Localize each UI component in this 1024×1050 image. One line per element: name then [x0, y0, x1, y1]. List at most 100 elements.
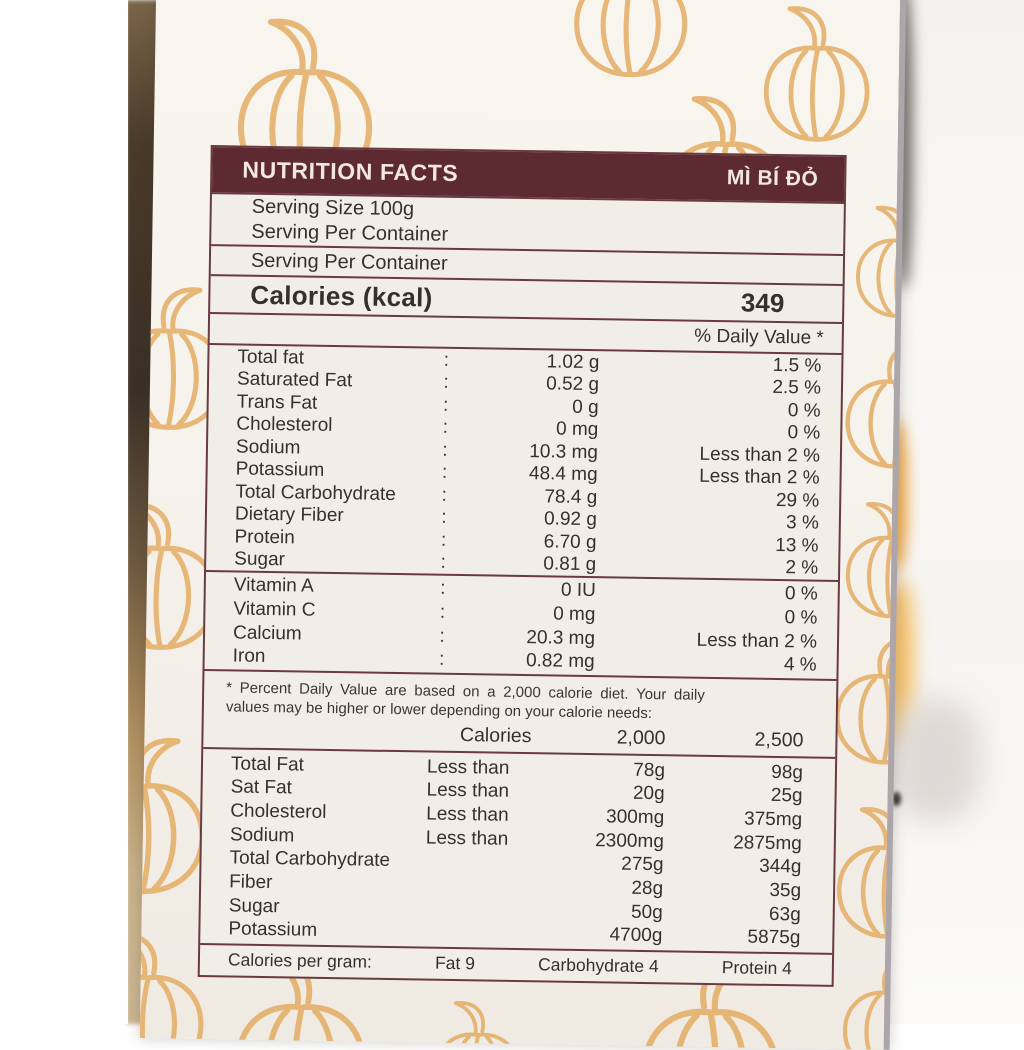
colon: : [440, 529, 447, 551]
panel-title: NUTRITION FACTS [242, 156, 459, 186]
pumpkin-icon [746, 0, 888, 154]
reference-name: Total Carbohydrate [229, 847, 391, 872]
nutrient-daily-value: 0 % [787, 399, 821, 422]
colon: : [442, 416, 449, 439]
footnote-section: * Percent Daily Value are based on a 2,0… [203, 668, 837, 758]
nutrient-amount: 10.3 mg [529, 440, 599, 463]
reference-name: Sodium [229, 824, 295, 847]
nutrient-daily-value: Less than 2 % [699, 466, 820, 489]
reference-qualifier [424, 932, 544, 934]
nutrient-amount: 0.92 g [543, 508, 598, 531]
nutrient-daily-value: 1.5 % [772, 354, 822, 377]
reference-name: Cholesterol [230, 800, 327, 823]
nutrient-name: Sugar [234, 548, 286, 571]
colon: : [441, 506, 447, 529]
calories-per-gram-protein: Protein 4 [721, 957, 793, 979]
nutrient-daily-value: 29 % [775, 489, 820, 512]
colon: : [438, 649, 445, 671]
nutrient-name: Total Carbohydrate [235, 481, 396, 505]
colon: : [441, 484, 448, 506]
reference-table: Total Fat Less than 78g 98g Sat Fat Less… [200, 747, 836, 953]
reference-value-2000: 4700g [609, 924, 663, 947]
vitamin-amount: 0.82 mg [525, 650, 595, 673]
reference-qualifier: Less than [426, 756, 510, 779]
colon: : [443, 371, 449, 394]
product-box: NUTRITION FACTS MÌ BÍ ĐỎ Serving Size 10… [139, 0, 907, 1050]
calories-value: 349 [740, 287, 785, 319]
background-left-margin [0, 0, 128, 1024]
reference-value-2500: 344g [759, 856, 802, 878]
background-speck [892, 792, 901, 806]
vitamin-name: Iron [232, 645, 266, 668]
nutrient-name: Cholesterol [236, 413, 333, 437]
reference-name: Potassium [228, 918, 318, 942]
nutrient-daily-value: Less than 2 % [699, 443, 821, 467]
nutrient-name: Potassium [235, 458, 325, 482]
vitamin-daily-value: 0 % [784, 607, 818, 629]
nutrient-name: Dietary Fiber [234, 503, 344, 527]
reference-calories-label: Calories [459, 723, 532, 747]
colon: : [440, 551, 447, 574]
nutrient-name: Trans Fat [236, 391, 318, 414]
nutrient-amount: 78.4 g [544, 486, 598, 508]
nutrient-amount: 0.52 g [546, 373, 600, 396]
pumpkin-icon [830, 493, 906, 629]
reference-value-2000: 78g [633, 759, 666, 781]
colon: : [442, 439, 448, 461]
vitamin-daily-value: 4 % [783, 654, 817, 677]
vitamins-section: Vitamin A : 0 IU 0 % Vitamin C : 0 mg 0 … [204, 570, 838, 679]
calories-per-gram-label: Calories per gram: [227, 949, 373, 972]
calories-label: Calories (kcal) [250, 279, 433, 313]
nutrient-name: Total fat [237, 346, 305, 369]
reference-value-2500: 98g [771, 761, 804, 784]
vitamin-daily-value: 0 % [784, 583, 818, 605]
colon: : [439, 625, 445, 647]
reference-name: Sugar [228, 895, 280, 917]
reference-value-2000: 20g [632, 783, 665, 805]
colon: : [443, 349, 450, 371]
nutrient-daily-value: 2.5 % [772, 377, 822, 399]
reference-value-2500: 63g [768, 903, 801, 926]
nutrient-daily-value: 3 % [785, 512, 820, 534]
reference-name: Sat Fat [230, 776, 293, 799]
background-blur-grey [890, 700, 980, 820]
nutrient-amount: 0.81 g [543, 553, 597, 576]
vitamin-name: Vitamin A [233, 574, 314, 598]
nutrient-daily-value: 0 % [787, 422, 821, 444]
pumpkin-icon [555, 0, 708, 91]
reference-qualifier [425, 909, 545, 911]
reference-qualifier: Less than [426, 779, 510, 803]
vitamin-name: Calcium [232, 622, 302, 645]
nutrient-name: Sodium [235, 436, 301, 459]
reference-col-2500: 2,500 [754, 728, 804, 752]
vitamin-amount: 0 IU [560, 579, 596, 602]
reference-value-2000: 50g [630, 901, 663, 923]
reference-name: Total Fat [230, 753, 305, 776]
nutrient-name: Protein [234, 526, 295, 549]
reference-value-2500: 375mg [743, 808, 803, 831]
nutrition-facts-panel: NUTRITION FACTS MÌ BÍ ĐỎ Serving Size 10… [197, 145, 847, 987]
nutrient-daily-value: 13 % [775, 534, 819, 557]
reference-value-2000: 28g [631, 877, 664, 900]
vitamin-amount: 0 mg [553, 603, 596, 626]
product-name: MÌ BÍ ĐỎ [726, 166, 819, 191]
reference-value-2500: 2875mg [733, 831, 803, 855]
nutrient-amount: 0 mg [555, 418, 599, 441]
nutrient-amount: 0 g [572, 396, 599, 418]
reference-value-2000: 275g [621, 853, 664, 876]
reference-qualifier: Less than [426, 803, 509, 826]
reference-value-2000: 2300mg [595, 829, 665, 852]
reference-qualifier [426, 861, 546, 863]
vitamin-amount: 20.3 mg [526, 626, 596, 649]
reference-name: Fiber [229, 871, 273, 894]
reference-value-2500: 5875g [747, 926, 801, 949]
calories-per-gram-carb: Carbohydrate 4 [537, 954, 659, 977]
nutrient-amount: 6.70 g [543, 531, 597, 553]
nutrient-amount: 48.4 mg [528, 463, 598, 486]
nutrients-section: Total fat : 1.02 g 1.5 % Saturated Fat :… [206, 343, 842, 580]
vitamin-name: Vitamin C [233, 598, 316, 621]
colon: : [441, 461, 448, 484]
reference-col-2000: 2,000 [616, 726, 666, 750]
reference-value-2500: 25g [770, 785, 803, 807]
colon: : [439, 601, 446, 623]
